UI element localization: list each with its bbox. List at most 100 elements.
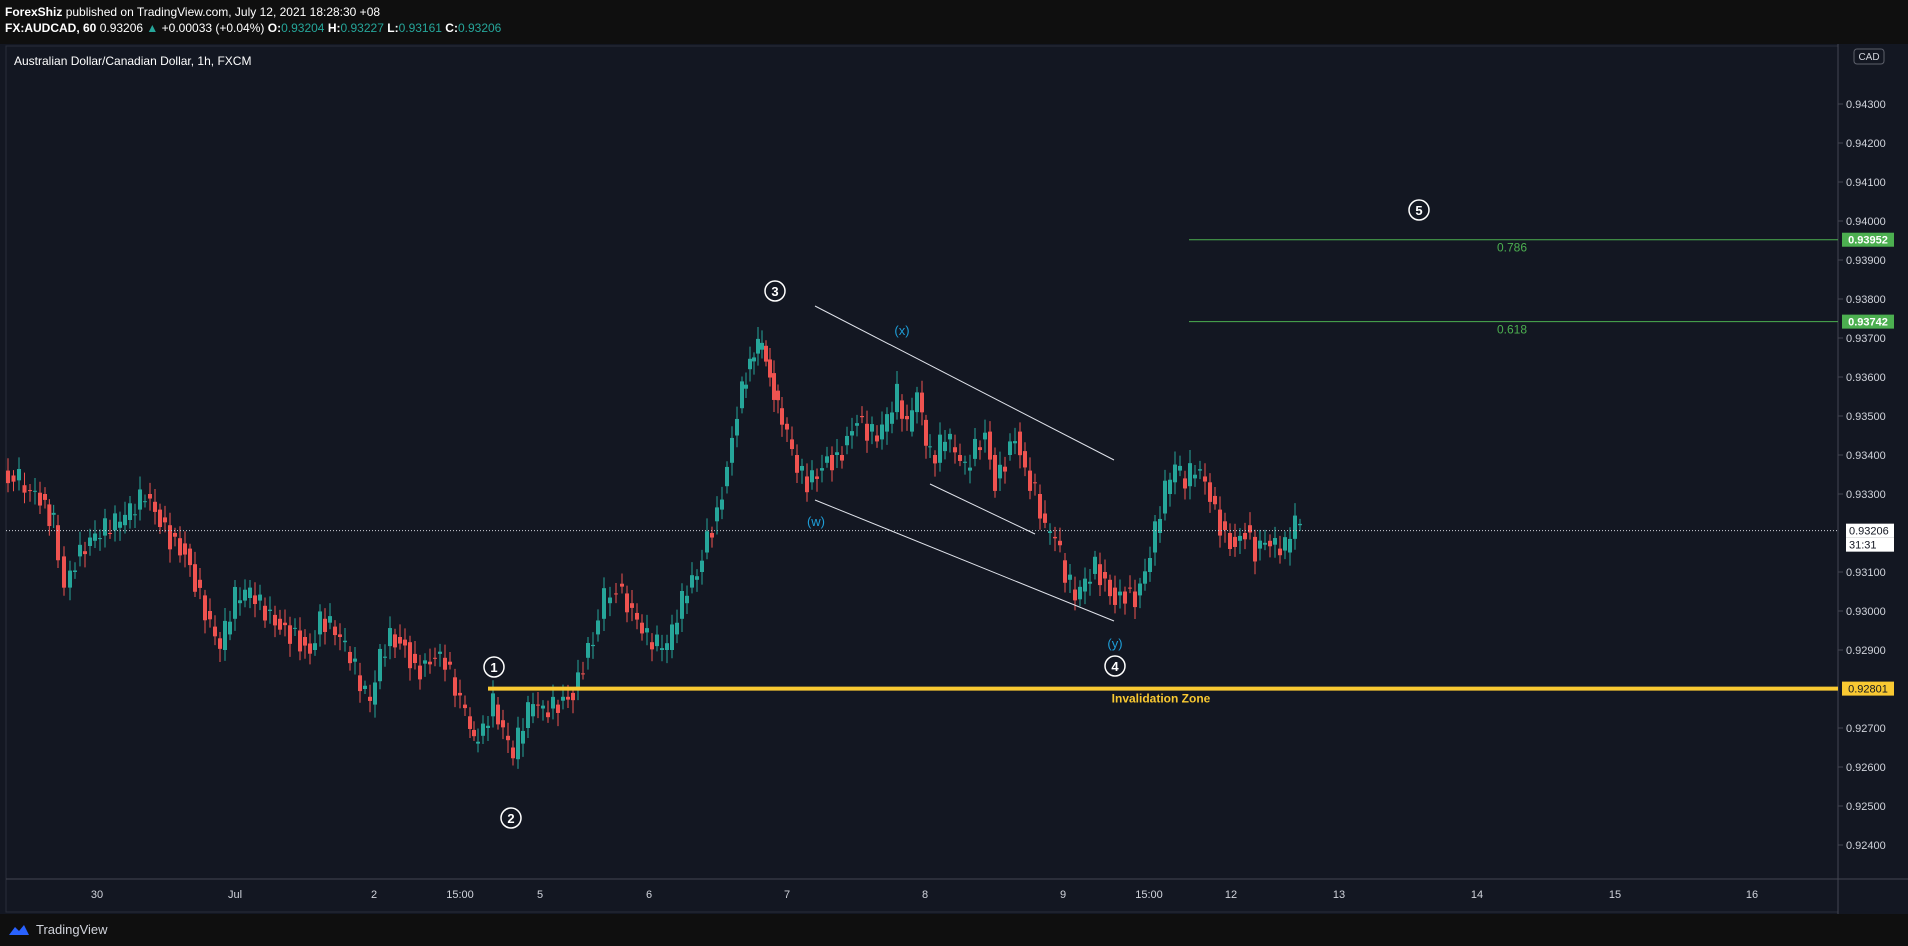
candle xyxy=(472,721,476,742)
candle xyxy=(1138,577,1142,609)
chart-area[interactable]: Australian Dollar/Canadian Dollar, 1h, F… xyxy=(0,44,1908,914)
candle xyxy=(752,352,756,375)
candle xyxy=(924,414,928,459)
candle xyxy=(453,668,457,708)
candle xyxy=(203,589,207,634)
price-tick-label: 0.93000 xyxy=(1846,606,1886,618)
high-label: H: xyxy=(327,21,341,35)
time-tick-label: 9 xyxy=(1060,889,1066,901)
candle xyxy=(895,371,899,420)
candle xyxy=(764,340,768,367)
candle xyxy=(805,463,809,502)
low-label: L: xyxy=(387,21,399,35)
wave-4-marker[interactable]: 4 xyxy=(1104,655,1126,677)
price-tick-label: 0.93600 xyxy=(1846,372,1886,384)
author-name[interactable]: ForexShiz xyxy=(5,5,63,19)
candle xyxy=(293,618,297,637)
time-tick-label: 14 xyxy=(1471,889,1483,901)
candle xyxy=(68,560,72,601)
price-axis[interactable]: 0.94300 0.94200 0.94100 0.94000 0.93900 0.938… xyxy=(1838,99,1886,852)
candle xyxy=(238,587,242,616)
price-tick-label: 0.93900 xyxy=(1846,255,1886,267)
time-tick-label: 5 xyxy=(537,889,543,901)
fib-786-price: 0.93952 xyxy=(1848,235,1888,247)
chart-canvas[interactable]: Australian Dollar/Canadian Dollar, 1h, F… xyxy=(0,44,1908,914)
candle xyxy=(1058,527,1062,553)
candle xyxy=(710,526,714,548)
wave-2-marker[interactable]: 2 xyxy=(500,807,522,829)
candle xyxy=(978,440,982,460)
channel-lower-line[interactable] xyxy=(814,499,1115,622)
wave-5-marker[interactable]: 5 xyxy=(1408,199,1430,221)
price-tick-label: 0.94000 xyxy=(1846,216,1886,228)
candlestick-series xyxy=(6,327,1302,769)
candle xyxy=(128,495,132,529)
candle xyxy=(596,609,600,642)
candle xyxy=(283,609,287,637)
price-tick-label: 0.94200 xyxy=(1846,138,1886,150)
candle xyxy=(1168,472,1172,507)
channel-upper-line[interactable] xyxy=(814,305,1115,461)
candle xyxy=(228,610,232,641)
candle xyxy=(768,347,772,387)
candle xyxy=(526,695,530,739)
candle xyxy=(1288,527,1292,566)
candle xyxy=(531,692,535,724)
price-tick-label: 0.92400 xyxy=(1846,840,1886,852)
candle xyxy=(1023,442,1027,477)
candle xyxy=(1183,470,1187,500)
candle xyxy=(1033,473,1037,496)
candle xyxy=(408,635,412,681)
wave-1-marker[interactable]: 1 xyxy=(483,656,505,678)
price-tick-label: 0.94100 xyxy=(1846,177,1886,189)
candle xyxy=(378,643,382,690)
wave-3-marker[interactable]: 3 xyxy=(764,280,786,302)
candle xyxy=(476,728,480,753)
candle xyxy=(1213,486,1217,510)
candle xyxy=(1068,564,1072,594)
candle xyxy=(1208,473,1212,513)
candle xyxy=(576,659,580,701)
inner-channel-line[interactable] xyxy=(929,483,1036,535)
candle xyxy=(948,428,952,453)
candle xyxy=(398,624,402,650)
candle xyxy=(278,609,282,635)
candle xyxy=(630,590,634,622)
candle xyxy=(233,580,237,631)
candle xyxy=(17,457,21,491)
up-arrow-icon: ▲ xyxy=(146,21,159,35)
candle xyxy=(178,526,182,563)
wave-w-label[interactable]: (w) xyxy=(807,514,825,529)
candle xyxy=(546,700,550,723)
candle xyxy=(148,482,152,511)
correction-channel[interactable] xyxy=(814,305,1115,622)
tradingview-brand[interactable]: TradingView xyxy=(8,922,108,937)
wave-x-label[interactable]: (x) xyxy=(894,323,909,338)
candle xyxy=(62,546,66,596)
candle xyxy=(506,722,510,753)
candle xyxy=(253,582,257,618)
candle xyxy=(1203,463,1207,495)
candle xyxy=(423,653,427,677)
candle xyxy=(1298,518,1302,531)
candle xyxy=(958,443,962,467)
candle xyxy=(645,614,649,646)
candle xyxy=(920,380,924,426)
candle xyxy=(776,384,780,414)
time-axis[interactable]: 30 Jul 2 15:00 5 6 7 8 9 15:00 12 13 14 15 16 xyxy=(91,889,1758,901)
candle xyxy=(118,511,122,541)
candle xyxy=(333,620,337,646)
open-value: 0.93204 xyxy=(281,21,325,35)
candle xyxy=(735,406,739,448)
candle xyxy=(268,596,272,624)
candle xyxy=(368,684,372,713)
candle xyxy=(481,715,485,745)
time-tick-label: 15:00 xyxy=(446,889,474,901)
currency-badge[interactable] xyxy=(1853,48,1885,65)
candle xyxy=(88,528,92,556)
close-label: C: xyxy=(445,21,458,35)
candle xyxy=(1098,552,1102,597)
candle xyxy=(288,616,292,657)
candle xyxy=(602,577,606,632)
wave-y-label[interactable]: (y) xyxy=(1107,636,1122,651)
